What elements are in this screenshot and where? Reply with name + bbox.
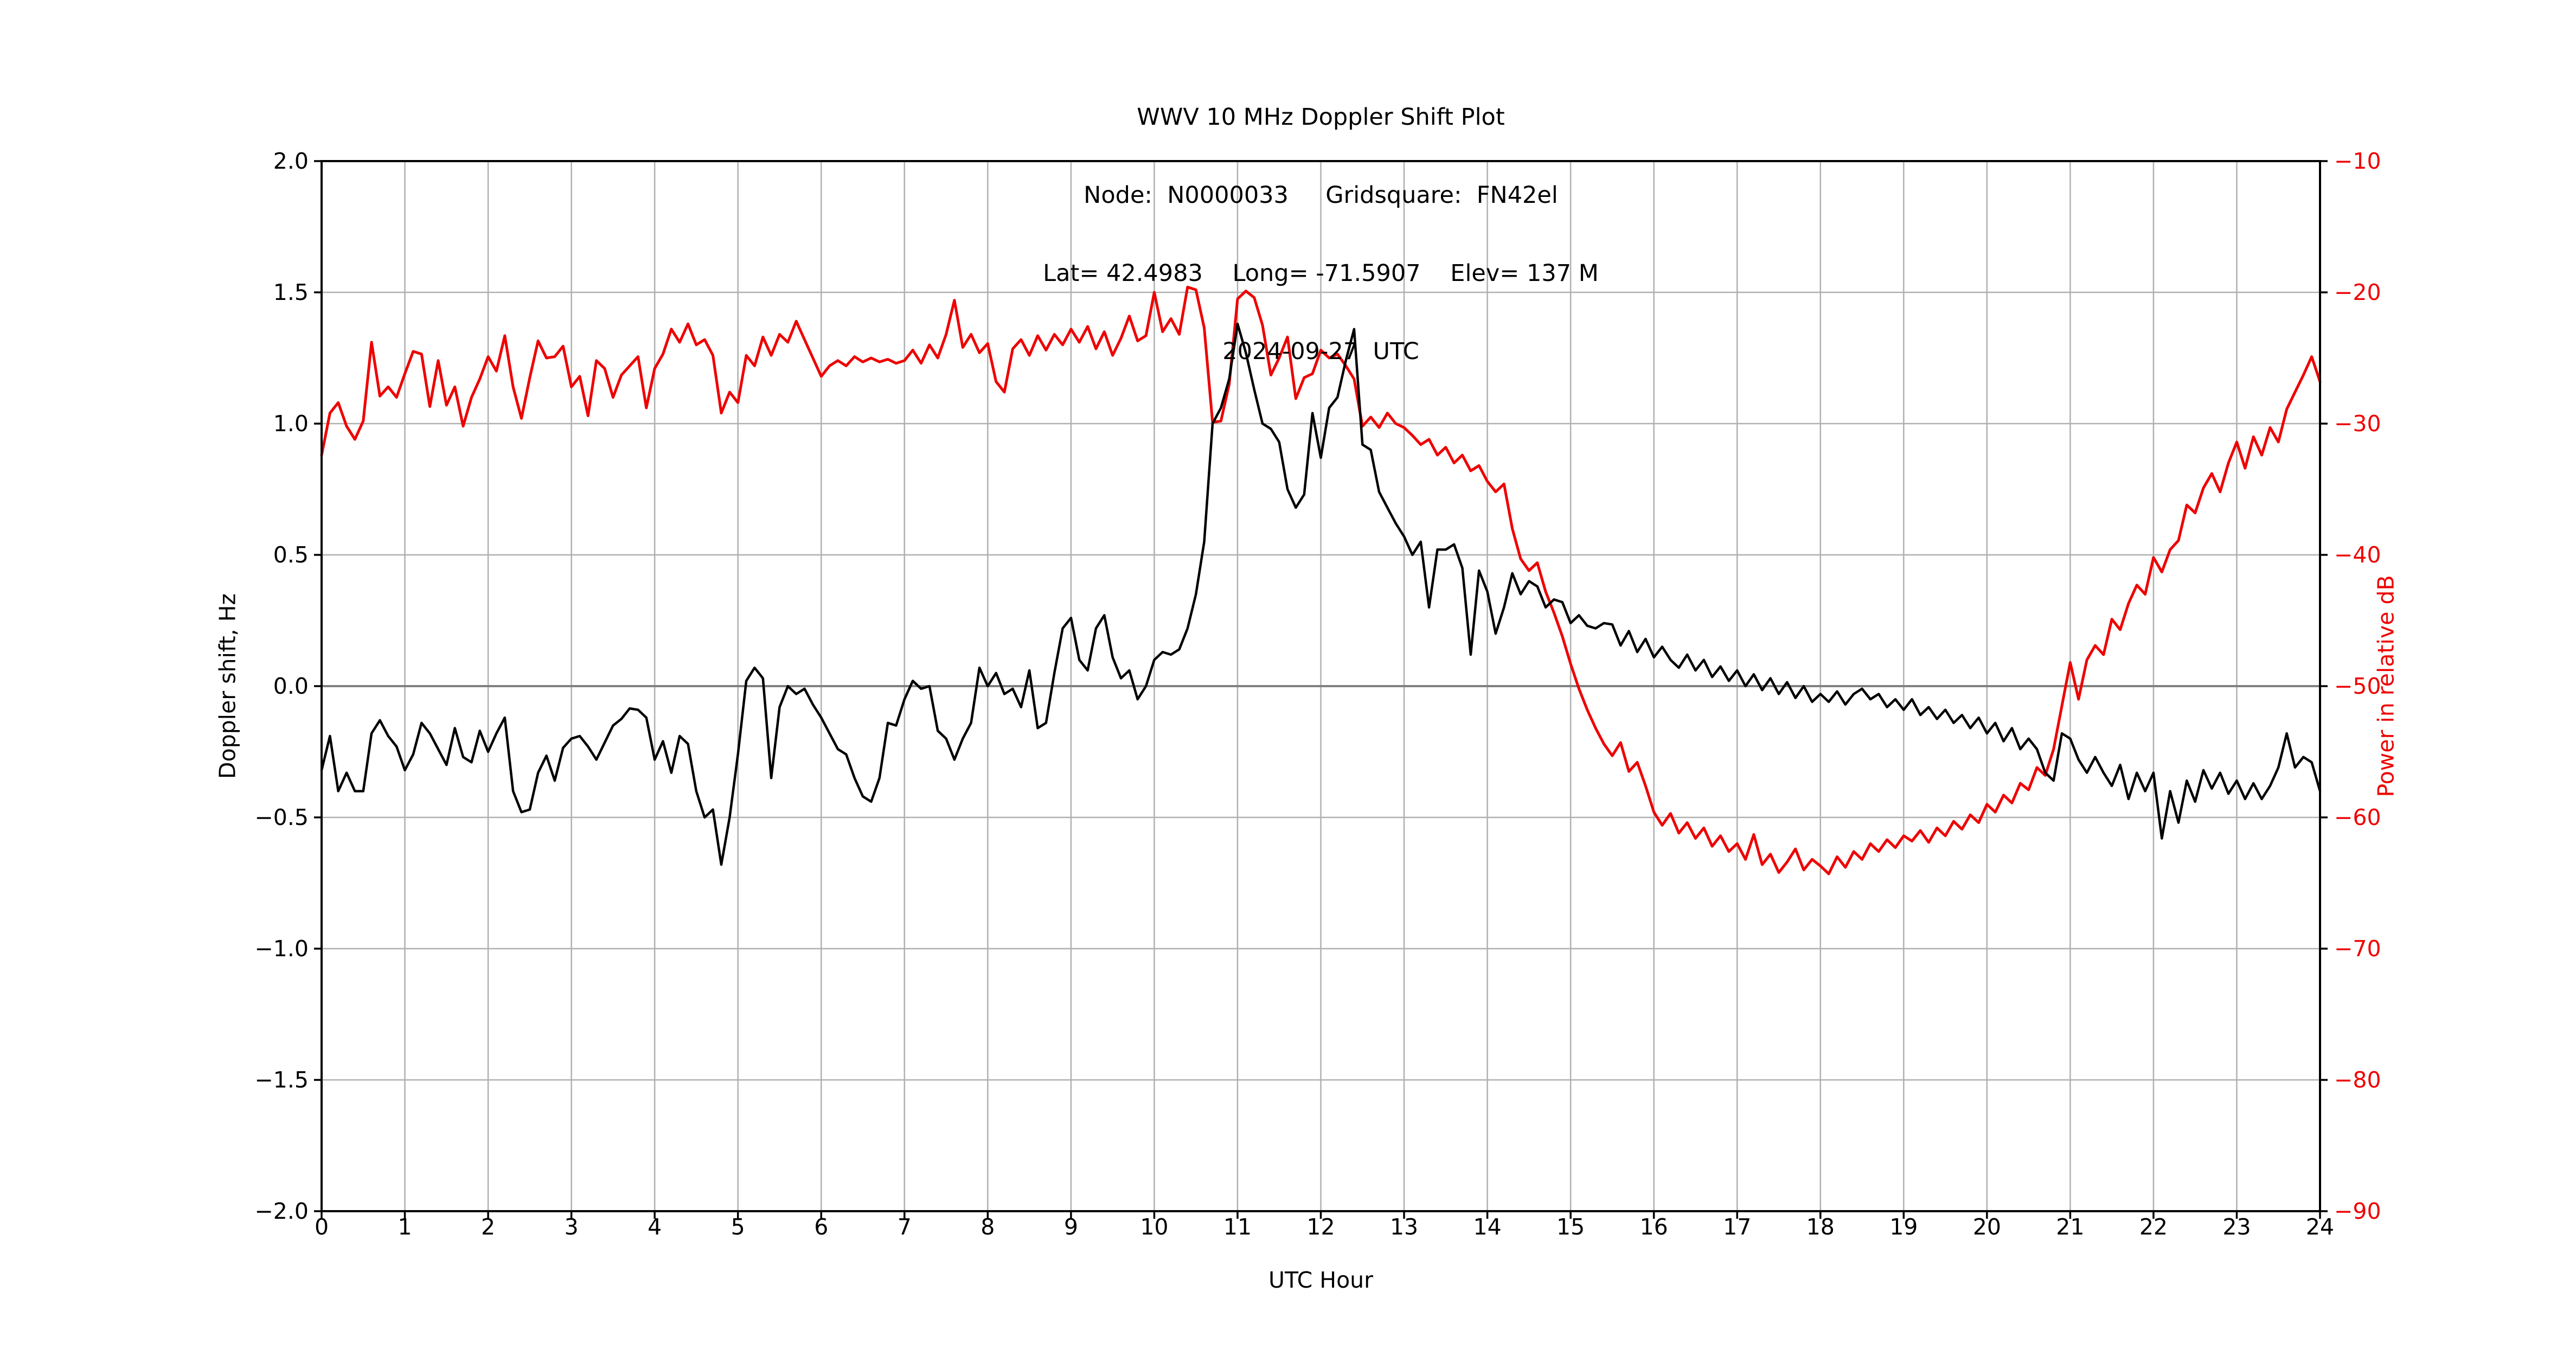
x-tick-label: 22 xyxy=(2139,1214,2168,1240)
x-tick-label: 20 xyxy=(1972,1214,2001,1240)
y-tick-label-right: −30 xyxy=(2334,411,2381,437)
chart-subtitle-date: 2024-09-27 UTC xyxy=(1222,338,1419,365)
y-tick-label-right: −60 xyxy=(2334,804,2381,830)
plot-border xyxy=(321,160,2321,1212)
y-tick-label-right: −40 xyxy=(2334,542,2381,568)
x-tick-label: 24 xyxy=(2305,1214,2335,1240)
y-tick-label-right: −10 xyxy=(2334,148,2381,174)
x-tick-label: 12 xyxy=(1306,1214,1335,1240)
y-tick-label-left: 0.0 xyxy=(273,673,309,699)
x-tick-label: 14 xyxy=(1473,1214,1502,1240)
x-tick-label: 5 xyxy=(730,1214,745,1240)
x-tick-label: 17 xyxy=(1723,1214,1752,1240)
y-tick-label-left: 2.0 xyxy=(273,148,309,174)
x-tick-label: 13 xyxy=(1389,1214,1419,1240)
y-tick-label-left: −2.0 xyxy=(254,1198,309,1224)
doppler-shift-curve xyxy=(320,322,2322,866)
x-tick-label: 11 xyxy=(1223,1214,1252,1240)
x-tick-label: 18 xyxy=(1806,1214,1835,1240)
chart-title-block: WWV 10 MHz Doppler Shift Plot Node: N000… xyxy=(322,52,2320,417)
x-tick-label: 3 xyxy=(564,1214,579,1240)
y-tick-label-right: −20 xyxy=(2334,279,2381,305)
y-tick-label-right: −70 xyxy=(2334,936,2381,962)
x-tick-label: 2 xyxy=(481,1214,496,1240)
x-axis-label: UTC Hour xyxy=(1268,1267,1374,1293)
y-tick-label-left: −1.0 xyxy=(254,936,309,962)
y-tick-label-right: −50 xyxy=(2334,673,2381,699)
y-tick-label-right: −80 xyxy=(2334,1067,2381,1093)
y-tick-label-left: 1.0 xyxy=(273,411,309,437)
y-tick-label-left: 1.5 xyxy=(273,279,309,305)
x-tick-label: 21 xyxy=(2056,1214,2085,1240)
x-tick-label: 15 xyxy=(1556,1214,1585,1240)
chart-subtitle-lat-long-elev: Lat= 42.4983 Long= -71.5907 Elev= 137 M xyxy=(1043,260,1599,287)
x-tick-label: 10 xyxy=(1140,1214,1169,1240)
y-tick-label-left: −1.5 xyxy=(254,1067,309,1093)
x-tick-label: 23 xyxy=(2222,1214,2251,1240)
x-tick-label: 7 xyxy=(897,1214,912,1240)
x-tick-label: 4 xyxy=(648,1214,662,1240)
x-tick-label: 8 xyxy=(981,1214,995,1240)
y-tick-label-left: 0.5 xyxy=(273,542,309,568)
x-tick-label: 1 xyxy=(398,1214,412,1240)
chart-title: WWV 10 MHz Doppler Shift Plot xyxy=(1137,104,1505,131)
x-tick-label: 0 xyxy=(314,1214,329,1240)
y-tick-label-right: −90 xyxy=(2334,1198,2381,1224)
x-tick-label: 19 xyxy=(1889,1214,1918,1240)
power-curve xyxy=(320,285,2322,875)
y-tick-label-left: −0.5 xyxy=(254,804,309,830)
x-tick-label: 6 xyxy=(814,1214,829,1240)
x-tick-label: 9 xyxy=(1063,1214,1078,1240)
x-tick-label: 16 xyxy=(1639,1214,1668,1240)
chart-subtitle-node-gridsquare: Node: N0000033 Gridsquare: FN42el xyxy=(1084,182,1558,209)
